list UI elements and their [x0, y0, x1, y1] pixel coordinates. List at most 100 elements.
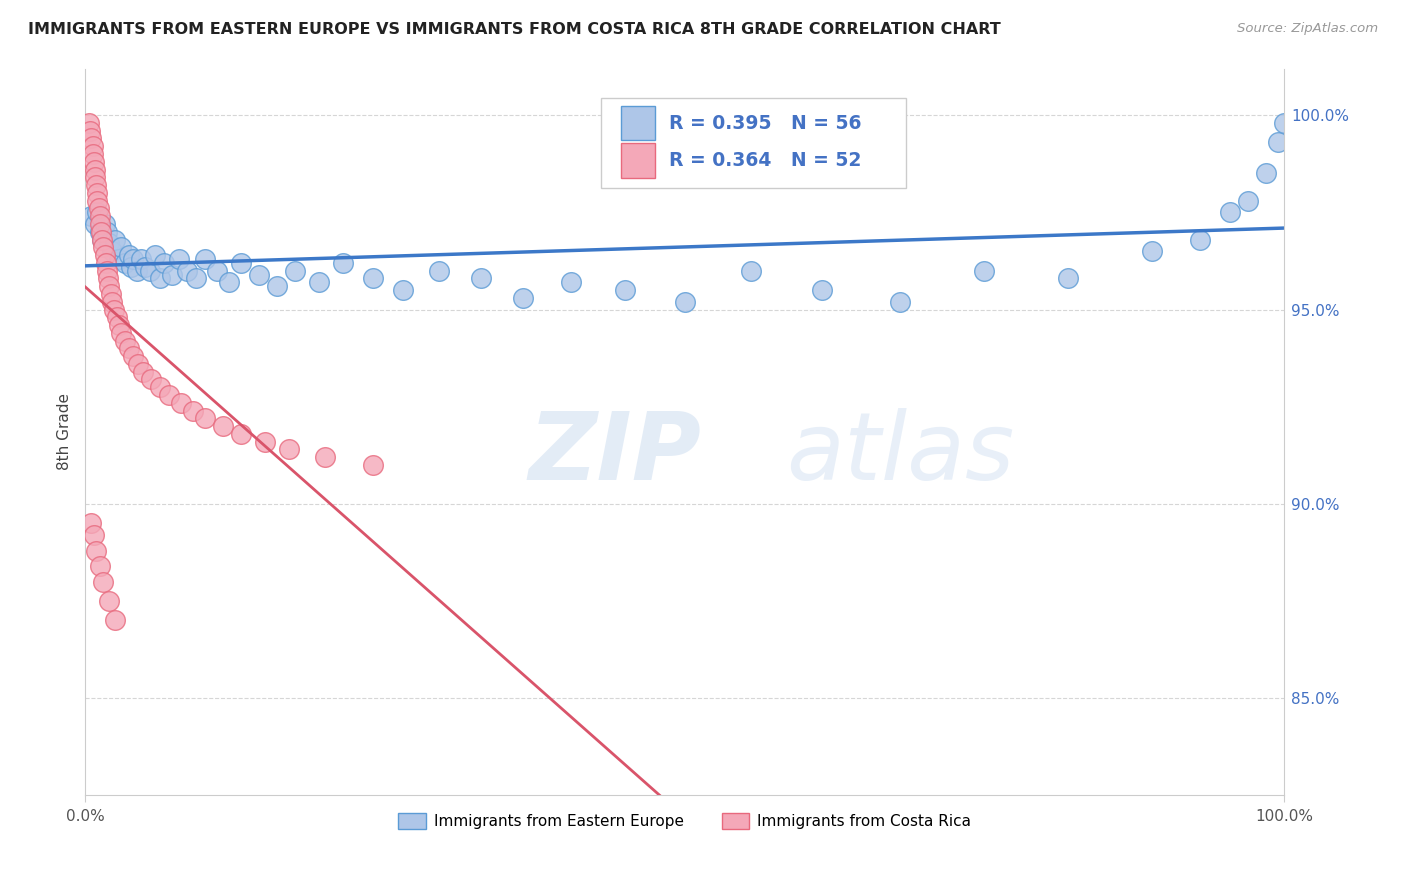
Point: [97, 271, 120, 285]
Point: [170, 396, 193, 410]
Point: [114, 256, 136, 270]
Point: [205, 263, 228, 277]
Point: [108, 318, 131, 332]
Point: [231, 426, 253, 441]
Point: [80, 131, 103, 145]
Point: [117, 248, 139, 262]
Point: [91, 233, 114, 247]
Point: [79, 124, 101, 138]
Point: [82, 139, 104, 153]
Point: [392, 283, 415, 297]
Point: [1267, 136, 1289, 150]
Point: [1188, 233, 1211, 247]
Point: [212, 419, 235, 434]
Bar: [621, 105, 655, 140]
Point: [278, 442, 301, 457]
Point: [512, 291, 534, 305]
Point: [811, 283, 834, 297]
Point: [96, 225, 118, 239]
Point: [91, 233, 114, 247]
Point: [100, 287, 122, 301]
Text: atlas: atlas: [786, 409, 1015, 500]
Point: [93, 574, 115, 589]
Point: [181, 403, 204, 417]
Point: [89, 217, 111, 231]
Point: [184, 271, 207, 285]
Point: [1254, 166, 1277, 180]
Point: [560, 275, 582, 289]
Point: [218, 275, 240, 289]
Point: [80, 516, 103, 531]
Point: [110, 240, 132, 254]
Point: [117, 342, 139, 356]
Point: [120, 260, 142, 274]
Point: [93, 217, 115, 231]
Point: [149, 271, 172, 285]
Point: [194, 252, 217, 266]
Bar: [621, 144, 655, 178]
Point: [973, 263, 995, 277]
Point: [122, 252, 145, 266]
Point: [470, 271, 492, 285]
Point: [740, 263, 762, 277]
Point: [427, 263, 450, 277]
Point: [176, 263, 198, 277]
Point: [90, 225, 112, 239]
Point: [127, 357, 149, 371]
Point: [89, 559, 111, 574]
Point: [93, 248, 115, 262]
Point: [143, 248, 166, 262]
Text: Source: ZipAtlas.com: Source: ZipAtlas.com: [1237, 22, 1378, 36]
Point: [254, 434, 277, 449]
Point: [86, 205, 108, 219]
Point: [1057, 271, 1080, 285]
Text: R = 0.364   N = 52: R = 0.364 N = 52: [669, 152, 862, 170]
Point: [314, 450, 336, 465]
Point: [125, 263, 148, 277]
Point: [103, 302, 125, 317]
Point: [194, 411, 217, 425]
Point: [1140, 244, 1163, 259]
Point: [284, 263, 307, 277]
Point: [108, 252, 131, 266]
Legend: Immigrants from Eastern Europe, Immigrants from Costa Rica: Immigrants from Eastern Europe, Immigran…: [392, 806, 977, 835]
Y-axis label: 8th Grade: 8th Grade: [58, 393, 72, 470]
Point: [84, 162, 107, 177]
Point: [96, 263, 118, 277]
Point: [87, 202, 110, 216]
Point: [247, 268, 270, 282]
Text: R = 0.395   N = 56: R = 0.395 N = 56: [669, 113, 862, 133]
Point: [100, 244, 122, 259]
Point: [86, 194, 108, 208]
Point: [134, 260, 156, 274]
Point: [141, 372, 163, 386]
Text: IMMIGRANTS FROM EASTERN EUROPE VS IMMIGRANTS FROM COSTA RICA 8TH GRADE CORRELATI: IMMIGRANTS FROM EASTERN EUROPE VS IMMIGR…: [28, 22, 1001, 37]
Point: [129, 252, 152, 266]
Point: [86, 186, 108, 200]
Point: [613, 283, 636, 297]
Point: [98, 236, 121, 251]
Point: [77, 116, 100, 130]
Point: [889, 294, 911, 309]
Point: [1219, 205, 1241, 219]
Point: [114, 334, 136, 348]
Point: [104, 233, 127, 247]
Point: [1272, 116, 1295, 130]
Point: [89, 209, 111, 223]
Point: [105, 310, 128, 325]
Text: ZIP: ZIP: [529, 408, 702, 500]
Point: [153, 256, 176, 270]
Point: [361, 458, 384, 472]
Point: [104, 614, 127, 628]
Point: [98, 279, 121, 293]
Point: [308, 275, 330, 289]
Point: [673, 294, 696, 309]
Point: [100, 294, 122, 309]
Point: [98, 594, 121, 608]
Point: [1237, 194, 1260, 208]
Point: [94, 256, 117, 270]
Point: [157, 388, 180, 402]
Point: [84, 543, 107, 558]
Point: [122, 349, 145, 363]
FancyBboxPatch shape: [600, 97, 907, 188]
